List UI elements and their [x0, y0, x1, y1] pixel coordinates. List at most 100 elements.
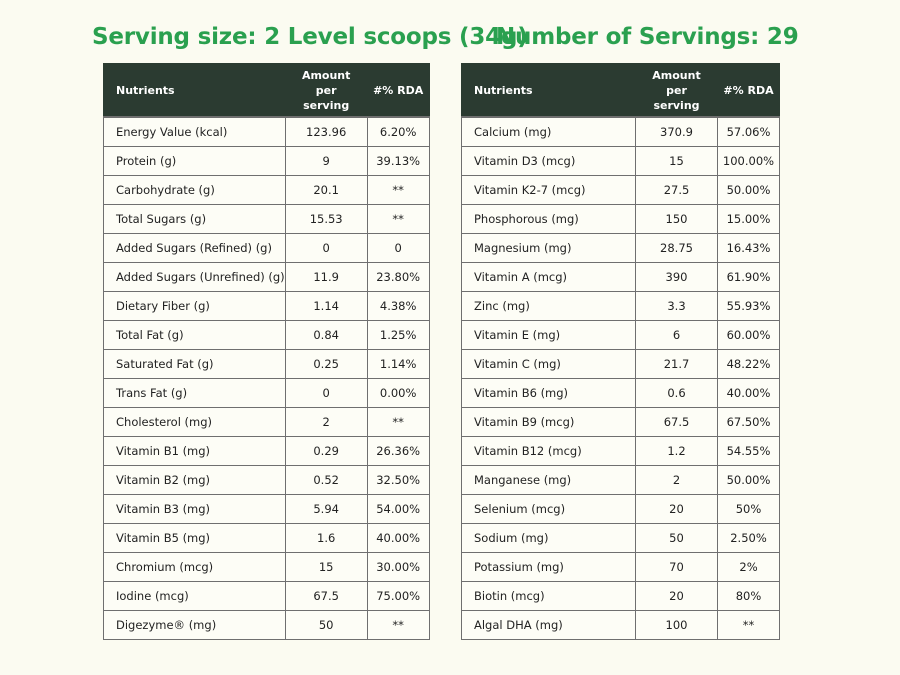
rda-cell: **: [366, 175, 430, 205]
table-row: Vitamin E (mg) 6 60.00%: [461, 320, 780, 350]
amount-cell: 70: [635, 552, 718, 582]
amount-cell: 150: [635, 204, 718, 234]
nutrient-name-cell: Manganese (mg): [461, 465, 636, 495]
header-amount-per-serving: Amount per serving: [284, 63, 368, 118]
table-row: Manganese (mg) 2 50.00%: [461, 465, 780, 495]
nutrient-name-cell: Vitamin B3 (mg): [103, 494, 286, 524]
rda-cell: 50%: [717, 494, 780, 524]
table-row: Calcium (mg) 370.9 57.06%: [461, 116, 780, 147]
rda-cell: 15.00%: [717, 204, 780, 234]
rda-cell: 55.93%: [717, 291, 780, 321]
header-nutrients: Nutrients: [461, 63, 636, 118]
amount-cell: 0: [284, 233, 368, 263]
rda-cell: 54.00%: [366, 494, 430, 524]
rda-cell: 0: [366, 233, 430, 263]
table-row: Protein (g) 9 39.13%: [103, 146, 430, 176]
rda-cell: 39.13%: [366, 146, 430, 176]
serving-size-heading: Serving size: 2 Level scoops (34g): [92, 24, 528, 50]
nutrient-name-cell: Vitamin B1 (mg): [103, 436, 286, 466]
table-row: Dietary Fiber (g) 1.14 4.38%: [103, 291, 430, 321]
amount-cell: 3.3: [635, 291, 718, 321]
table-row: Digezyme® (mg) 50 **: [103, 610, 430, 640]
amount-cell: 0.25: [284, 349, 368, 379]
nutrient-name-cell: Carbohydrate (g): [103, 175, 286, 205]
table-row: Chromium (mcg) 15 30.00%: [103, 552, 430, 582]
table-body: Calcium (mg) 370.9 57.06% Vitamin D3 (mcg) 1…: [461, 116, 780, 640]
nutrient-name-cell: Algal DHA (mg): [461, 610, 636, 640]
nutrient-name-cell: Added Sugars (Unrefined) (g): [103, 262, 286, 292]
nutrient-name-cell: Vitamin B5 (mg): [103, 523, 286, 553]
header-amount-per-serving: Amount per serving: [635, 63, 718, 118]
amount-cell: 20: [635, 494, 718, 524]
nutrient-name-cell: Cholesterol (mg): [103, 407, 286, 437]
table-row: Vitamin B6 (mg) 0.6 40.00%: [461, 378, 780, 408]
header-amount-line1: Amount: [652, 68, 701, 82]
header-amount-line1: Amount: [301, 68, 351, 82]
amount-cell: 0.84: [284, 320, 368, 350]
nutrient-name-cell: Chromium (mcg): [103, 552, 286, 582]
rda-cell: 2.50%: [717, 523, 780, 553]
amount-cell: 0.6: [635, 378, 718, 408]
rda-cell: 1.25%: [366, 320, 430, 350]
rda-cell: 50.00%: [717, 175, 780, 205]
table-row: Magnesium (mg) 28.75 16.43%: [461, 233, 780, 263]
rda-cell: 1.14%: [366, 349, 430, 379]
nutrient-name-cell: Vitamin K2-7 (mcg): [461, 175, 636, 205]
table-row: Vitamin A (mcg) 390 61.90%: [461, 262, 780, 292]
nutrient-name-cell: Dietary Fiber (g): [103, 291, 286, 321]
header-nutrients: Nutrients: [103, 63, 286, 118]
table-row: Biotin (mcg) 20 80%: [461, 581, 780, 611]
table-row: Sodium (mg) 50 2.50%: [461, 523, 780, 553]
amount-cell: 11.9: [284, 262, 368, 292]
amount-cell: 0.52: [284, 465, 368, 495]
table-row: Vitamin B1 (mg) 0.29 26.36%: [103, 436, 430, 466]
amount-cell: 21.7: [635, 349, 718, 379]
table-row: Vitamin B2 (mg) 0.52 32.50%: [103, 465, 430, 495]
table-row: Trans Fat (g) 0 0.00%: [103, 378, 430, 408]
table-row: Saturated Fat (g) 0.25 1.14%: [103, 349, 430, 379]
table-row: Total Fat (g) 0.84 1.25%: [103, 320, 430, 350]
amount-cell: 28.75: [635, 233, 718, 263]
rda-cell: 30.00%: [366, 552, 430, 582]
table-body: Energy Value (kcal) 123.96 6.20% Protein (g…: [103, 116, 430, 640]
table-row: Selenium (mcg) 20 50%: [461, 494, 780, 524]
nutrient-name-cell: Zinc (mg): [461, 291, 636, 321]
amount-cell: 15: [284, 552, 368, 582]
amount-cell: 20: [635, 581, 718, 611]
table-row: Added Sugars (Unrefined) (g) 11.9 23.80%: [103, 262, 430, 292]
rda-cell: **: [366, 407, 430, 437]
amount-cell: 20.1: [284, 175, 368, 205]
rda-cell: 48.22%: [717, 349, 780, 379]
table-row: Total Sugars (g) 15.53 **: [103, 204, 430, 234]
nutrient-name-cell: Vitamin B12 (mcg): [461, 436, 636, 466]
rda-cell: 6.20%: [366, 116, 430, 147]
nutrient-name-cell: Vitamin D3 (mcg): [461, 146, 636, 176]
nutrition-table-right: Nutrients Amount per serving #% RDA Calc…: [461, 63, 780, 640]
nutrient-name-cell: Vitamin B2 (mg): [103, 465, 286, 495]
rda-cell: 100.00%: [717, 146, 780, 176]
amount-cell: 123.96: [284, 116, 368, 147]
nutrient-name-cell: Biotin (mcg): [461, 581, 636, 611]
amount-cell: 1.6: [284, 523, 368, 553]
table-row: Carbohydrate (g) 20.1 **: [103, 175, 430, 205]
table-row: Vitamin K2-7 (mcg) 27.5 50.00%: [461, 175, 780, 205]
nutrient-name-cell: Sodium (mg): [461, 523, 636, 553]
nutrient-name-cell: Vitamin E (mg): [461, 320, 636, 350]
table-row: Phosphorous (mg) 150 15.00%: [461, 204, 780, 234]
rda-cell: 40.00%: [366, 523, 430, 553]
amount-cell: 50: [635, 523, 718, 553]
nutrient-name-cell: Total Sugars (g): [103, 204, 286, 234]
table-row: Vitamin C (mg) 21.7 48.22%: [461, 349, 780, 379]
nutrient-name-cell: Calcium (mg): [461, 116, 636, 147]
rda-cell: 75.00%: [366, 581, 430, 611]
header-amount-line2: per: [315, 83, 337, 97]
header-rda: #% RDA: [366, 63, 430, 118]
nutrient-name-cell: Total Fat (g): [103, 320, 286, 350]
table-row: Zinc (mg) 3.3 55.93%: [461, 291, 780, 321]
nutrient-name-cell: Vitamin A (mcg): [461, 262, 636, 292]
amount-cell: 50: [284, 610, 368, 640]
rda-cell: 67.50%: [717, 407, 780, 437]
table-row: Vitamin B3 (mg) 5.94 54.00%: [103, 494, 430, 524]
rda-cell: **: [366, 610, 430, 640]
rda-cell: **: [717, 610, 780, 640]
